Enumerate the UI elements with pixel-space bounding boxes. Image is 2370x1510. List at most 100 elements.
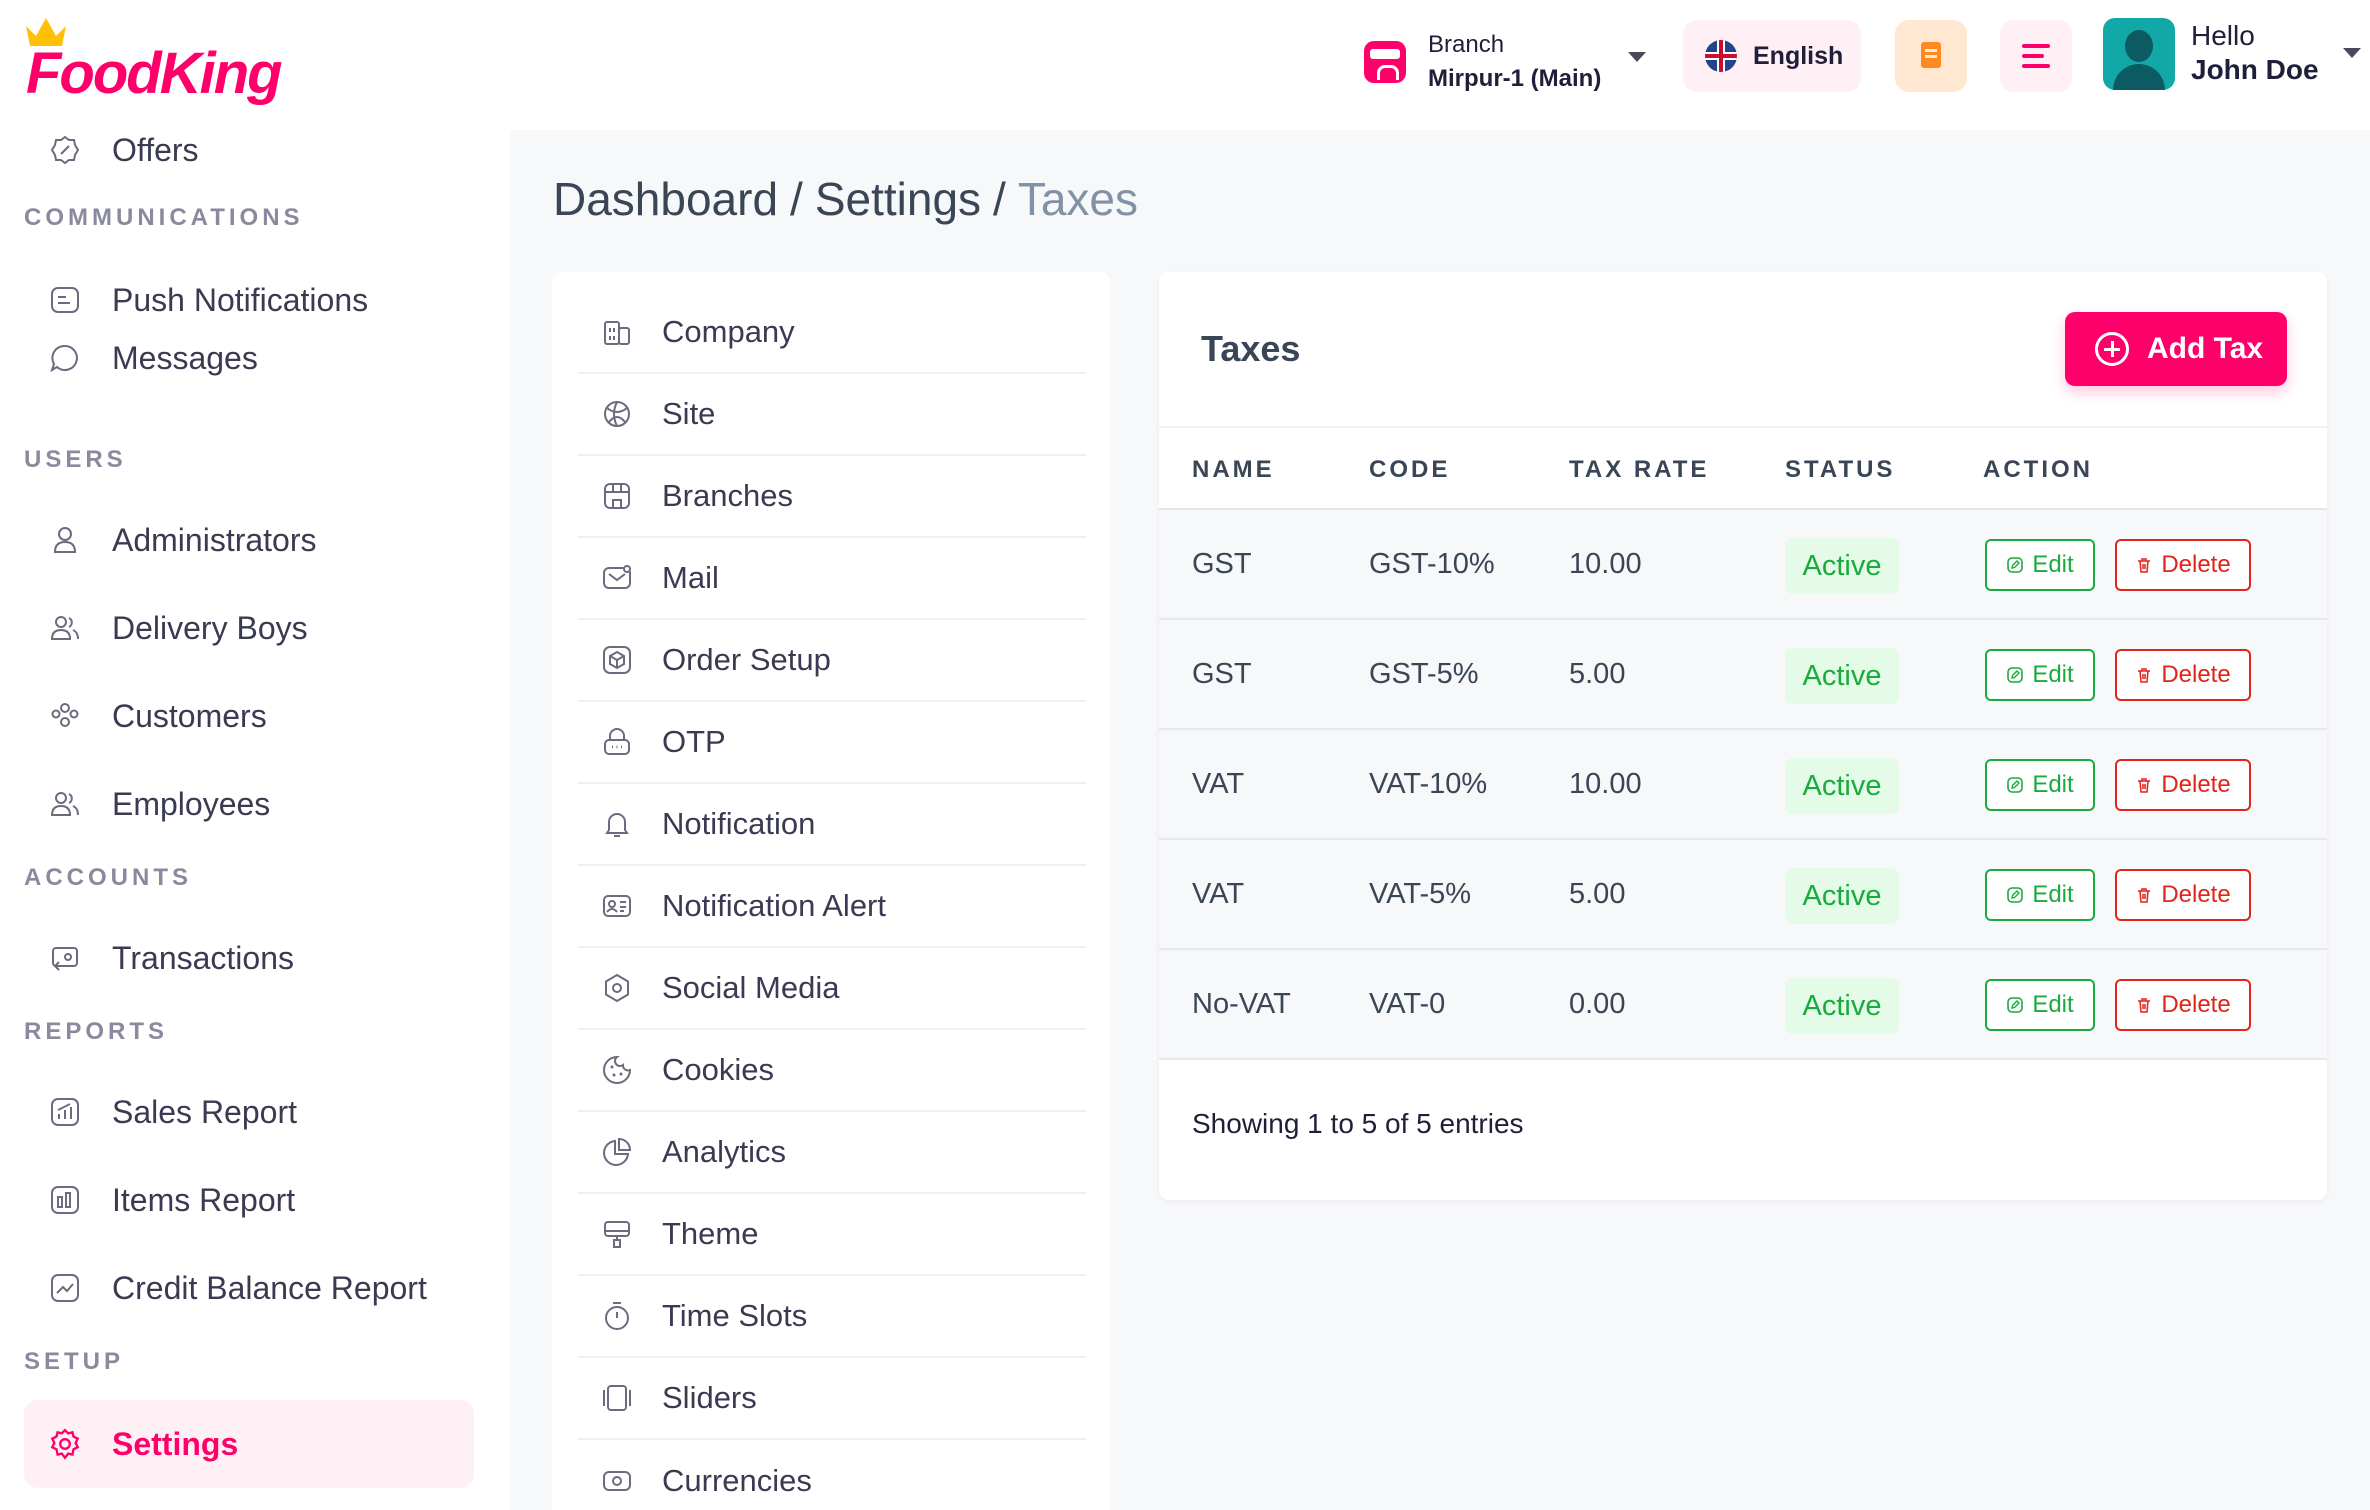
tax-code: GST-10% — [1369, 548, 1495, 580]
users-icon — [48, 787, 82, 821]
edit-icon — [2007, 557, 2024, 573]
delete-button[interactable]: Delete — [2115, 759, 2251, 811]
settings-item-label: Branches — [662, 478, 793, 513]
delete-label: Delete — [2161, 551, 2231, 578]
sidebar-item-messages[interactable]: Messages — [24, 314, 474, 402]
sidebar-item-items-report[interactable]: Items Report — [24, 1156, 474, 1244]
settings-item-label: OTP — [662, 724, 726, 759]
sidebar-item-customers[interactable]: Customers — [24, 672, 474, 760]
tax-code: GST-5% — [1369, 658, 1479, 690]
user-name: John Doe — [2191, 54, 2319, 85]
status-badge: Active — [1785, 648, 1899, 704]
table-row: No-VAT VAT-0 0.00 Active Edit Delete — [1159, 950, 2327, 1060]
sidebar-item-employees[interactable]: Employees — [24, 760, 474, 848]
sidebar-item-transactions[interactable]: Transactions — [24, 914, 474, 1002]
menu-toggle-button[interactable] — [2000, 20, 2072, 92]
settings-item-label: Theme — [662, 1216, 759, 1251]
trash-icon — [2138, 558, 2151, 573]
edit-button[interactable]: Edit — [1985, 649, 2095, 701]
settings-item-label: Sliders — [662, 1380, 757, 1415]
sidebar-item-label: Settings — [112, 1425, 239, 1462]
sidebar-item-label: Push Notifications — [112, 281, 369, 318]
table-header: NAME CODE TAX RATE STATUS ACTION — [1159, 426, 2327, 510]
delete-button[interactable]: Delete — [2115, 869, 2251, 921]
store-icon — [600, 479, 634, 513]
settings-item-label: Cookies — [662, 1052, 774, 1087]
sidebar-item-administrators[interactable]: Administrators — [24, 496, 474, 584]
settings-item-mail[interactable]: Mail — [578, 538, 1086, 620]
edit-label: Edit — [2032, 551, 2074, 578]
column-header-code[interactable]: CODE — [1369, 456, 1451, 483]
settings-item-label: Social Media — [662, 970, 840, 1005]
settings-item-company[interactable]: Company — [578, 292, 1086, 374]
edit-button[interactable]: Edit — [1985, 539, 2095, 591]
bell-icon — [600, 807, 634, 841]
edit-icon — [2007, 667, 2024, 683]
column-header-status[interactable]: STATUS — [1785, 456, 1896, 483]
settings-item-theme[interactable]: Theme — [578, 1194, 1086, 1276]
settings-item-notification-alert[interactable]: Notification Alert — [578, 866, 1086, 948]
delete-button[interactable]: Delete — [2115, 649, 2251, 701]
sidebar-item-label: Transactions — [112, 939, 294, 976]
delete-label: Delete — [2161, 991, 2231, 1018]
sidebar-item-delivery-boys[interactable]: Delivery Boys — [24, 584, 474, 672]
column-header-tax-rate[interactable]: TAX RATE — [1569, 456, 1710, 483]
edit-button[interactable]: Edit — [1985, 869, 2095, 921]
settings-item-sliders[interactable]: Sliders — [578, 1358, 1086, 1440]
pos-button[interactable] — [1895, 20, 1967, 92]
gear-icon — [48, 1427, 82, 1461]
breadcrumb-settings[interactable]: Settings — [814, 173, 982, 225]
sidebar-item-label: Sales Report — [112, 1093, 297, 1130]
delete-button[interactable]: Delete — [2115, 539, 2251, 591]
pie-chart-icon — [600, 1135, 634, 1169]
settings-item-currencies[interactable]: Currencies — [578, 1440, 1086, 1510]
brand-logo[interactable]: FoodKing — [24, 14, 294, 106]
status-badge: Active — [1785, 868, 1899, 924]
settings-item-cookies[interactable]: Cookies — [578, 1030, 1086, 1112]
settings-item-analytics[interactable]: Analytics — [578, 1112, 1086, 1194]
edit-label: Edit — [2032, 771, 2074, 798]
edit-button[interactable]: Edit — [1985, 759, 2095, 811]
sidebar-item-sales-report[interactable]: Sales Report — [24, 1068, 474, 1156]
language-button[interactable]: English — [1683, 20, 1861, 92]
settings-item-otp[interactable]: OTP — [578, 702, 1086, 784]
box-icon — [600, 643, 634, 677]
plus-circle-icon — [2095, 332, 2129, 366]
sidebar-item-label: Employees — [112, 785, 271, 822]
add-tax-button[interactable]: Add Tax — [2065, 312, 2287, 386]
status-badge: Active — [1785, 538, 1899, 594]
sidebar-item-label: Delivery Boys — [112, 609, 308, 646]
delete-button[interactable]: Delete — [2115, 979, 2251, 1031]
sidebar-item-offers[interactable]: Offers — [24, 106, 474, 194]
cookie-icon — [600, 1053, 634, 1087]
sidebar-item-credit-balance-report[interactable]: Credit Balance Report — [24, 1244, 474, 1332]
sidebar-item-label: Credit Balance Report — [112, 1269, 427, 1306]
tax-name: GST — [1192, 658, 1252, 690]
id-card-icon — [600, 889, 634, 923]
branch-selector[interactable]: Branch Mirpur-1 (Main) — [1364, 22, 1654, 102]
bar-chart-icon — [48, 1183, 82, 1217]
settings-item-label: Currencies — [662, 1463, 812, 1498]
sidebar-item-push-notifications[interactable]: Push Notifications — [24, 256, 474, 344]
uk-flag-icon — [1705, 40, 1737, 72]
edit-icon — [2007, 777, 2024, 793]
tax-rate: 10.00 — [1569, 548, 1642, 580]
settings-item-site[interactable]: Site — [578, 374, 1086, 456]
table-row: GST GST-5% 5.00 Active Edit Delete — [1159, 620, 2327, 730]
user-greeting: Hello — [2191, 20, 2255, 51]
sidebar-item-settings[interactable]: Settings — [24, 1400, 474, 1488]
breadcrumb-current: Taxes — [1017, 173, 1138, 225]
breadcrumb-dashboard[interactable]: Dashboard — [553, 173, 779, 225]
settings-item-social-media[interactable]: Social Media — [578, 948, 1086, 1030]
settings-item-time-slots[interactable]: Time Slots — [578, 1276, 1086, 1358]
user-menu[interactable]: Hello John Doe — [2103, 18, 2363, 96]
edit-button[interactable]: Edit — [1985, 979, 2095, 1031]
timer-icon — [600, 1299, 634, 1333]
tax-name: No-VAT — [1192, 988, 1291, 1020]
settings-item-branches[interactable]: Branches — [578, 456, 1086, 538]
settings-item-order-setup[interactable]: Order Setup — [578, 620, 1086, 702]
column-header-name[interactable]: NAME — [1192, 456, 1275, 483]
settings-item-notification[interactable]: Notification — [578, 784, 1086, 866]
menu-icon — [2022, 44, 2050, 48]
message-square-icon — [48, 283, 82, 317]
